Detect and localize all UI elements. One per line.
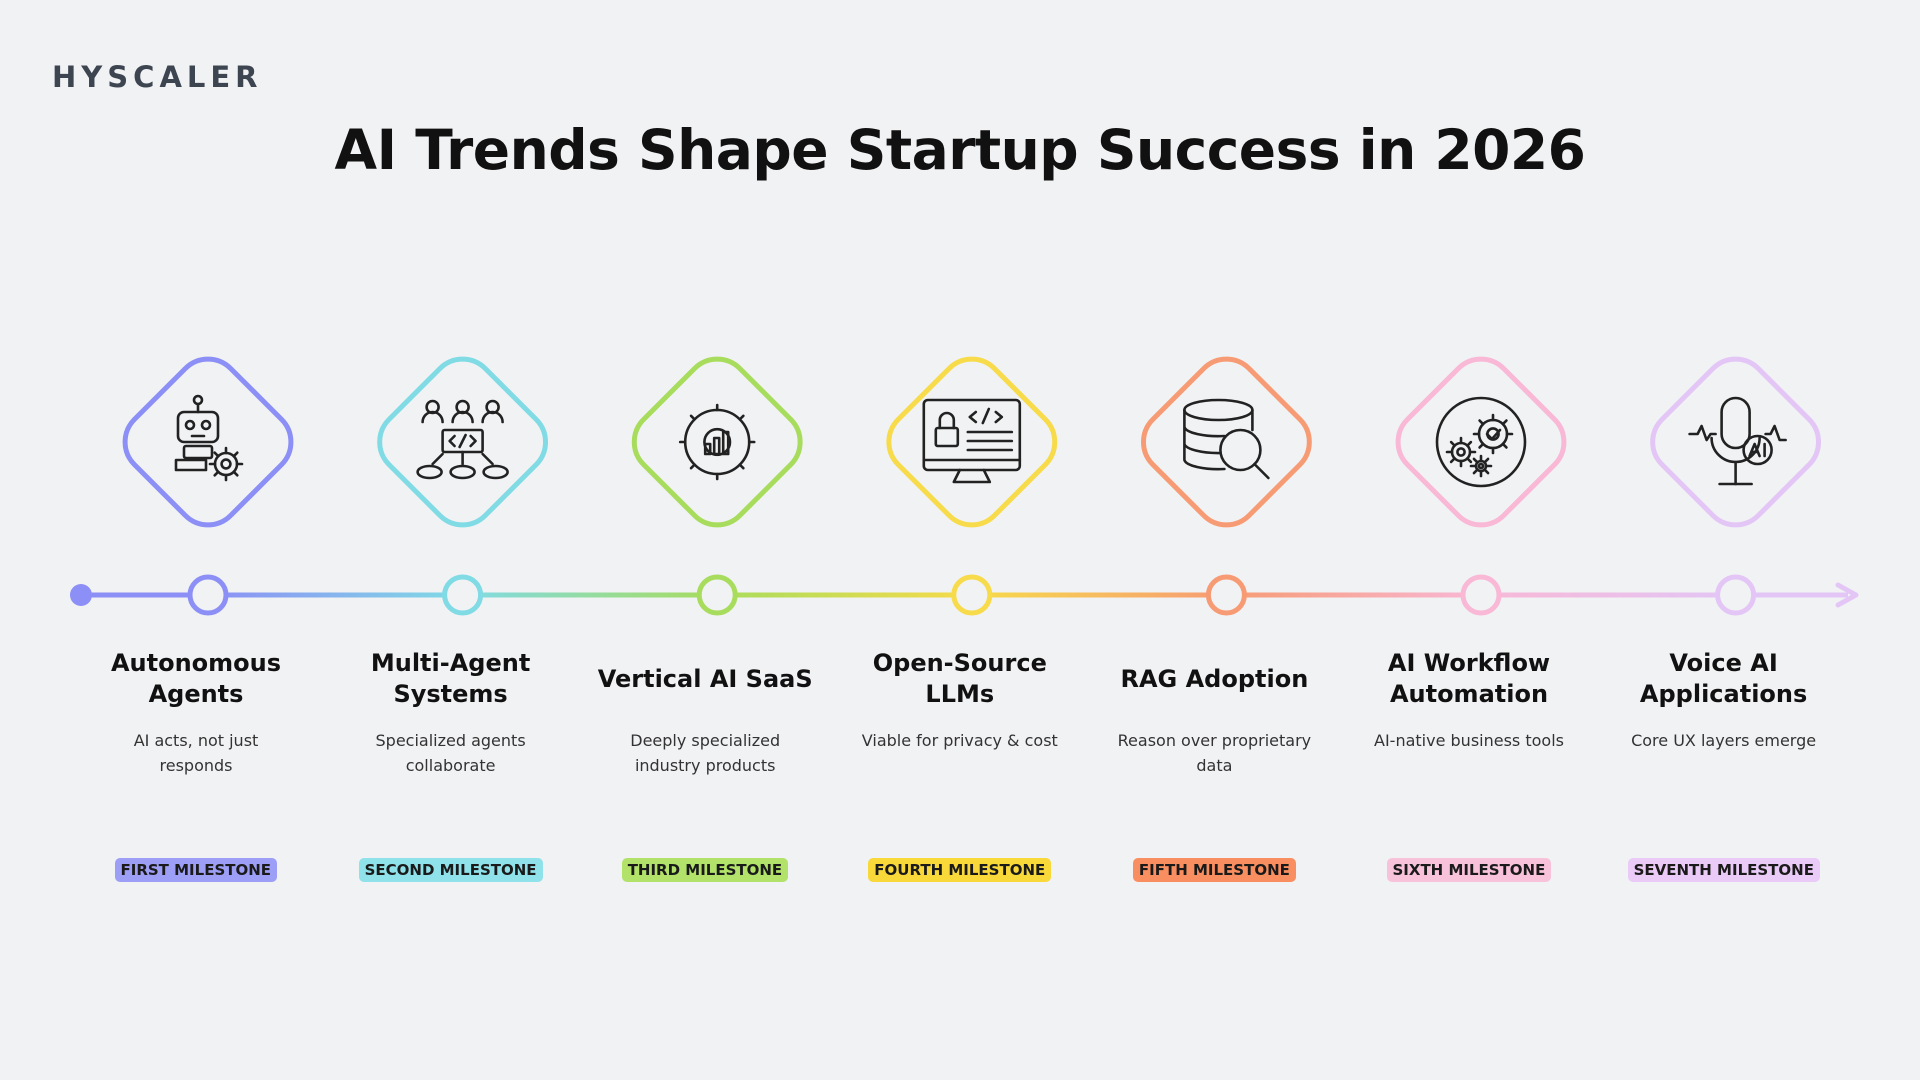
milestone-frame <box>1395 356 1567 528</box>
milestone-node <box>1715 574 1757 616</box>
milestone-node <box>951 574 993 616</box>
logo: HYSCALER <box>52 60 263 94</box>
milestone-badge: FOURTH MILESTONE <box>868 858 1052 882</box>
milestone-badge: SEVENTH MILESTONE <box>1627 858 1820 882</box>
start-dot <box>70 584 92 606</box>
milestone-frame <box>886 356 1058 528</box>
milestone-title: RAG Adoption <box>1120 664 1309 693</box>
milestone-description: Reason over proprietary data <box>1117 731 1312 775</box>
arrow-head <box>1835 582 1859 608</box>
milestone-node <box>1205 574 1247 616</box>
milestone-frame <box>631 356 803 528</box>
milestone-icon <box>1183 398 1270 480</box>
milestone-icon <box>678 403 756 481</box>
milestone-description: AI acts, not just responds <box>133 731 259 775</box>
milestone-icon <box>1688 396 1787 486</box>
milestone-frame <box>1650 356 1822 528</box>
milestone-title: Vertical AI SaaS <box>597 664 813 693</box>
milestone-badge: FIFTH MILESTONE <box>1132 858 1296 882</box>
milestone-icon <box>922 398 1022 484</box>
milestone-badge: THIRD MILESTONE <box>621 858 789 882</box>
milestone-badge: SIXTH MILESTONE <box>1386 858 1552 882</box>
milestone-frame <box>377 356 549 528</box>
milestone-title: Voice AI Applications <box>1639 649 1808 708</box>
milestone-node <box>442 574 484 616</box>
milestone-title: Autonomous Agents <box>110 649 282 708</box>
milestone-frame <box>122 356 294 528</box>
milestone-icon <box>416 399 509 480</box>
title: AI Trends Shape Startup Success in 2026 <box>334 118 1586 182</box>
milestone-title: Multi-Agent Systems <box>370 649 531 708</box>
milestone-title: AI Workflow Automation <box>1387 649 1551 708</box>
milestone-icon <box>174 394 244 482</box>
milestone-description: Deeply specialized industry products <box>630 731 781 775</box>
milestone-title: Open-Source LLMs <box>872 649 1047 708</box>
milestone-description: AI-native business tools <box>1374 731 1564 750</box>
milestone-description: Specialized agents collaborate <box>375 731 526 775</box>
milestone-node <box>696 574 738 616</box>
milestone-description: Core UX layers emerge <box>1631 731 1817 750</box>
milestone-icon <box>1435 396 1527 488</box>
milestone-description: Viable for privacy & cost <box>861 731 1058 750</box>
milestone-badge: SECOND MILESTONE <box>358 858 543 882</box>
milestone-frame <box>1140 356 1312 528</box>
milestone-badge: FIRST MILESTONE <box>114 858 278 882</box>
milestone-node <box>187 574 229 616</box>
milestone-node <box>1460 574 1502 616</box>
